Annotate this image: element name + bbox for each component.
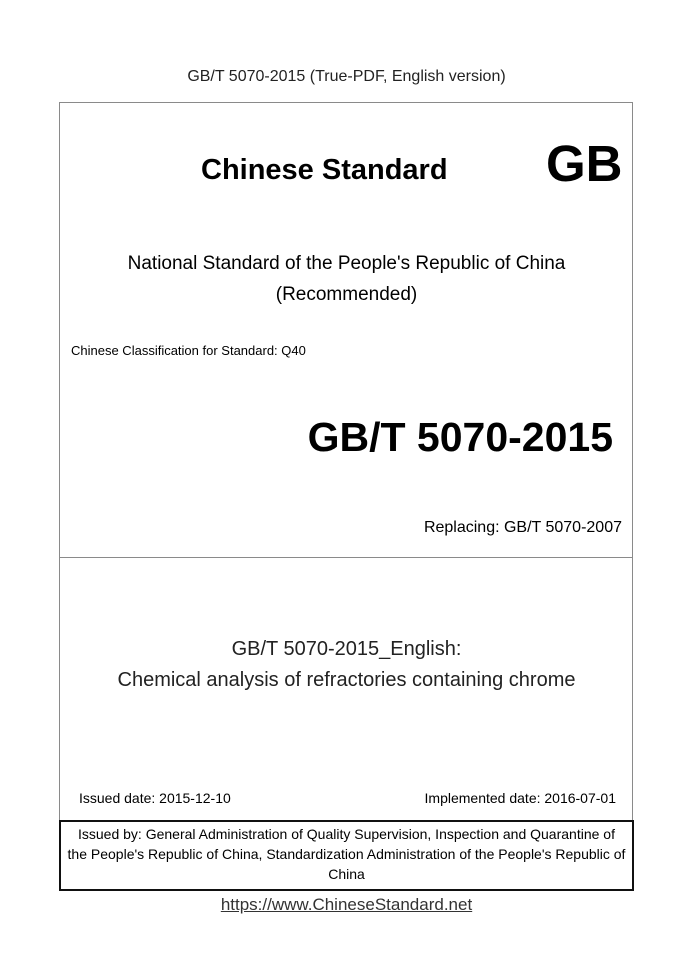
document-title: Chemical analysis of refractories contai… (117, 669, 576, 691)
replacing-info: Replacing: GB/T 5070-2007 (423, 519, 622, 536)
issuer-line: China (328, 866, 365, 882)
issuer-line: Issued by: General Administration of Qua… (78, 826, 615, 842)
gb-mark: GB (546, 135, 623, 192)
section-divider (59, 557, 633, 558)
implemented-date: Implemented date: 2016-07-01 (424, 790, 616, 806)
issued-date: Issued date: 2015-12-10 (79, 790, 231, 806)
standard-number: GB/T 5070-2015 (307, 414, 613, 460)
document-header: GB/T 5070-2015 (True-PDF, English versio… (187, 68, 506, 85)
website-link[interactable]: https://www.ChineseStandard.net (220, 895, 473, 914)
cover-frame (59, 102, 633, 820)
classification: Chinese Classification for Standard: Q40 (71, 343, 306, 358)
english-title-line: GB/T 5070-2015_English: (231, 638, 462, 660)
issuer-line: the People's Republic of China, Standard… (67, 846, 626, 862)
standard-label: Chinese Standard (201, 154, 448, 186)
recommended-line: (Recommended) (275, 284, 418, 305)
issuer-box: Issued by: General Administration of Qua… (59, 820, 634, 891)
national-standard-line: National Standard of the People's Republ… (127, 253, 566, 274)
